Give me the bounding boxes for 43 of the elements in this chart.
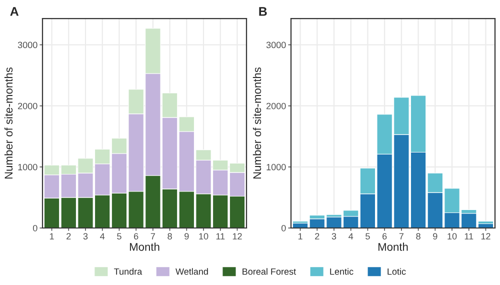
x-tick-label: 6 [134, 233, 138, 240]
chart-title: B [259, 7, 267, 16]
x-tick-label: 10 [199, 233, 208, 240]
legend-label: Boreal Forest [242, 268, 296, 275]
x-tick-label: 2 [66, 233, 71, 240]
x-tick-label: 5 [366, 233, 370, 240]
y-tick-label: 2000 [266, 102, 286, 110]
x-tick-label: 3 [83, 233, 88, 240]
x-tick-label: 9 [184, 233, 189, 240]
y-tick-label: 3000 [18, 42, 38, 48]
x-tick-label: 8 [168, 233, 172, 240]
y-tick-label: 1000 [266, 164, 286, 170]
x-axis-title: Month [130, 242, 160, 251]
y-tick-label: 0 [32, 224, 38, 232]
x-tick-label: 4 [100, 233, 105, 240]
x-tick-label: 11 [216, 233, 225, 240]
x-tick-label: 6 [382, 233, 387, 240]
x-tick-label: 9 [433, 233, 438, 240]
x-tick-label: 12 [481, 233, 490, 240]
y-tick-label: 1000 [18, 164, 38, 170]
legend-label: Lotic [388, 268, 406, 275]
y-axis-title: Number of site-months [4, 67, 13, 179]
x-axis-title: Month [378, 242, 408, 251]
chart-title: A [10, 7, 19, 16]
legend-label: Tundra [114, 268, 142, 275]
x-tick-label: 5 [117, 233, 122, 240]
x-tick-label: 1 [298, 233, 302, 240]
x-tick-label: 3 [332, 233, 336, 240]
x-tick-label: 1 [50, 233, 54, 240]
x-tick-label: 7 [150, 233, 155, 240]
x-tick-label: 7 [399, 233, 404, 240]
x-tick-label: 8 [416, 233, 420, 240]
y-axis-title: Number of site-months [252, 67, 262, 179]
legend-label: Wetland [176, 268, 208, 275]
x-tick-label: 10 [448, 233, 457, 240]
x-tick-label: 11 [464, 233, 474, 240]
y-tick-label: 0 [281, 224, 286, 232]
x-tick-label: 12 [232, 233, 242, 240]
x-tick-label: 2 [315, 233, 320, 240]
y-tick-label: 2000 [18, 102, 38, 110]
legend-label: Lentic [330, 268, 354, 275]
y-tick-label: 3000 [266, 42, 286, 48]
x-tick-label: 4 [348, 233, 354, 240]
